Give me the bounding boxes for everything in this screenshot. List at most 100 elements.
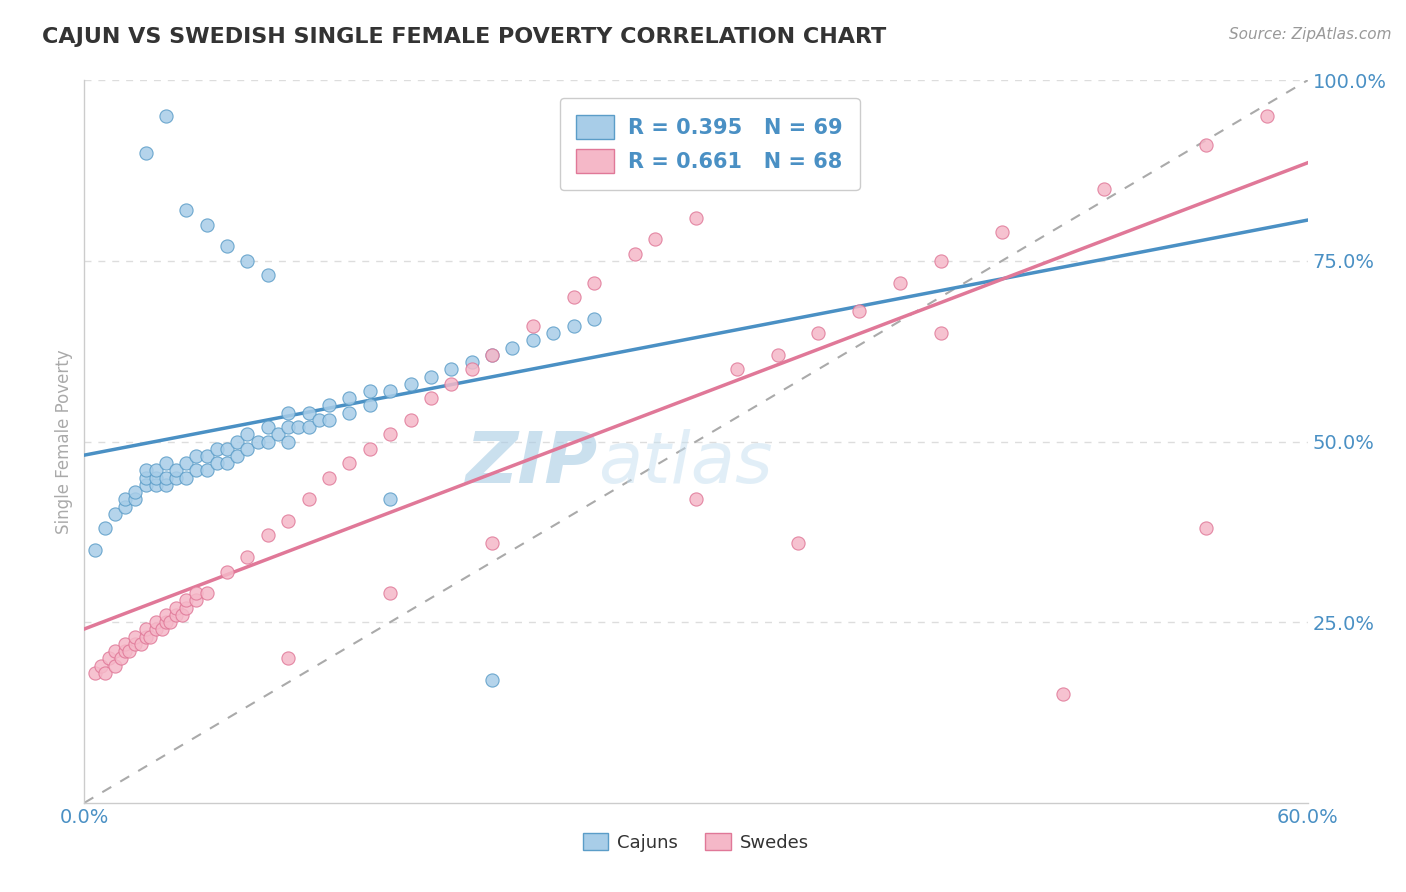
Point <box>124 630 146 644</box>
Point <box>257 528 280 542</box>
Point <box>217 239 239 253</box>
Point <box>104 658 127 673</box>
Point <box>624 246 647 260</box>
Point <box>380 427 402 442</box>
Point <box>440 362 463 376</box>
Point <box>562 318 585 333</box>
Point <box>155 607 177 622</box>
Text: CAJUN VS SWEDISH SINGLE FEMALE POVERTY CORRELATION CHART: CAJUN VS SWEDISH SINGLE FEMALE POVERTY C… <box>42 27 886 46</box>
Legend: Cajuns, Swedes: Cajuns, Swedes <box>576 826 815 859</box>
Point <box>90 658 112 673</box>
Point <box>257 420 280 434</box>
Point <box>174 593 197 607</box>
Point <box>267 427 290 442</box>
Point <box>522 334 544 348</box>
Point <box>186 449 208 463</box>
Point <box>257 268 280 283</box>
Point <box>236 427 259 442</box>
Point <box>135 623 157 637</box>
Point <box>205 456 228 470</box>
Text: atlas: atlas <box>598 429 773 498</box>
Point <box>145 470 167 484</box>
Point <box>236 253 259 268</box>
Point <box>318 470 340 484</box>
Point <box>257 434 280 449</box>
Point <box>83 542 105 557</box>
Point <box>339 406 361 420</box>
Point <box>766 348 789 362</box>
Point <box>135 630 157 644</box>
Point <box>787 535 810 549</box>
Point <box>318 398 340 412</box>
Point <box>226 434 249 449</box>
Point <box>481 348 503 362</box>
Point <box>725 362 748 376</box>
Point <box>380 492 402 507</box>
Point <box>145 463 167 477</box>
Point <box>848 304 870 318</box>
Point <box>174 203 197 218</box>
Point <box>889 276 911 290</box>
Point <box>277 406 299 420</box>
Point <box>131 637 153 651</box>
Point <box>318 413 340 427</box>
Point <box>172 607 194 622</box>
Point <box>165 607 187 622</box>
Point <box>380 586 402 600</box>
Point <box>1092 182 1115 196</box>
Point <box>339 391 361 405</box>
Point <box>481 348 503 362</box>
Point <box>685 492 707 507</box>
Point <box>174 600 197 615</box>
Point <box>135 470 157 484</box>
Point <box>124 637 146 651</box>
Point <box>150 623 173 637</box>
Point <box>155 456 177 470</box>
Point <box>644 232 666 246</box>
Point <box>298 420 321 434</box>
Point <box>522 318 544 333</box>
Point <box>104 507 127 521</box>
Point <box>124 485 146 500</box>
Point <box>420 369 443 384</box>
Point <box>217 442 239 456</box>
Text: Source: ZipAtlas.com: Source: ZipAtlas.com <box>1229 27 1392 42</box>
Point <box>217 565 239 579</box>
Point <box>114 637 136 651</box>
Point <box>562 290 585 304</box>
Point <box>186 463 208 477</box>
Point <box>929 253 952 268</box>
Point <box>195 463 218 477</box>
Point <box>583 311 606 326</box>
Point <box>277 514 299 528</box>
Point <box>124 492 146 507</box>
Point <box>104 644 127 658</box>
Point <box>165 470 187 484</box>
Point <box>145 478 167 492</box>
Point <box>195 449 218 463</box>
Point <box>114 500 136 514</box>
Point <box>298 406 321 420</box>
Point <box>359 384 381 398</box>
Point <box>165 463 187 477</box>
Point <box>236 442 259 456</box>
Point <box>174 456 197 470</box>
Text: ZIP: ZIP <box>465 429 598 498</box>
Point <box>118 644 141 658</box>
Point <box>298 492 321 507</box>
Point <box>1052 687 1074 701</box>
Point <box>217 456 239 470</box>
Y-axis label: Single Female Poverty: Single Female Poverty <box>55 350 73 533</box>
Point <box>155 615 177 630</box>
Point <box>399 376 422 391</box>
Point <box>502 341 524 355</box>
Point <box>174 470 197 484</box>
Point <box>135 145 157 160</box>
Point <box>420 391 443 405</box>
Point <box>277 420 299 434</box>
Point <box>287 420 309 434</box>
Point <box>583 276 606 290</box>
Point <box>277 651 299 665</box>
Point <box>481 535 503 549</box>
Point <box>114 644 136 658</box>
